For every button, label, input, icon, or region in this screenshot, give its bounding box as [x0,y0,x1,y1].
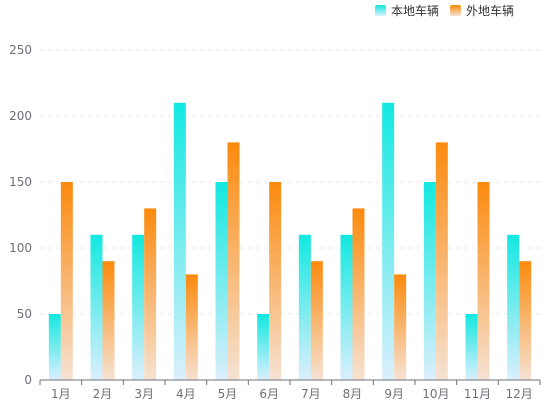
x-tick-label: 12月 [506,387,533,401]
grid-lines [40,49,540,315]
y-tick-label: 100 [9,241,32,255]
legend-label-foreign: 外地车辆 [466,3,514,18]
y-axis: 0 50 100 150 200 250 [9,43,32,387]
legend-swatch-foreign [450,5,461,16]
bar-foreign[interactable] [60,182,73,380]
bar-foreign[interactable] [144,208,157,380]
bar-local[interactable] [257,314,270,380]
x-tick-label: 6月 [259,387,279,401]
legend-item-foreign[interactable]: 外地车辆 [450,3,514,18]
x-tick-label: 11月 [464,387,491,401]
bar-local[interactable] [298,234,311,380]
bar-local[interactable] [90,234,103,380]
bar-foreign[interactable] [519,261,532,380]
y-tick-label: 50 [17,307,32,321]
bar-local[interactable] [173,102,186,381]
bar-foreign[interactable] [394,274,407,380]
bar-foreign[interactable] [185,274,198,380]
bar-local[interactable] [48,314,61,380]
bar-foreign[interactable] [435,142,448,380]
bar-foreign[interactable] [102,261,115,380]
bars [48,102,532,381]
legend-swatch-local [375,5,386,16]
bar-foreign[interactable] [269,182,282,380]
legend-label-local: 本地车辆 [391,3,439,18]
bar-local[interactable] [382,102,395,381]
bar-foreign[interactable] [352,208,365,380]
bar-local[interactable] [423,182,436,380]
bar-foreign[interactable] [477,182,490,380]
bar-local[interactable] [465,314,478,380]
bar-foreign[interactable] [227,142,240,380]
x-tick-label: 1月 [51,387,71,401]
bar-foreign[interactable] [310,261,323,380]
x-tick-label: 4月 [176,387,196,401]
x-axis: 1月 2月 3月 4月 5月 6月 7月 8月 9月 10月 11月 12月 [39,380,541,401]
x-tick-label: 9月 [384,387,404,401]
x-tick-label: 7月 [301,387,321,401]
bar-local[interactable] [340,234,353,380]
y-tick-label: 200 [9,109,32,123]
y-tick-label: 250 [9,43,32,57]
x-tick-label: 5月 [218,387,238,401]
bar-local[interactable] [132,234,145,380]
x-tick-label: 3月 [134,387,154,401]
bar-local[interactable] [507,234,520,380]
y-tick-label: 0 [24,373,32,387]
x-tick-label: 2月 [93,387,113,401]
legend: 本地车辆 外地车辆 [375,3,514,18]
x-tick-label: 8月 [343,387,363,401]
bar-local[interactable] [215,182,228,380]
y-tick-label: 150 [9,175,32,189]
legend-item-local[interactable]: 本地车辆 [375,3,439,18]
x-tick-label: 10月 [422,387,449,401]
